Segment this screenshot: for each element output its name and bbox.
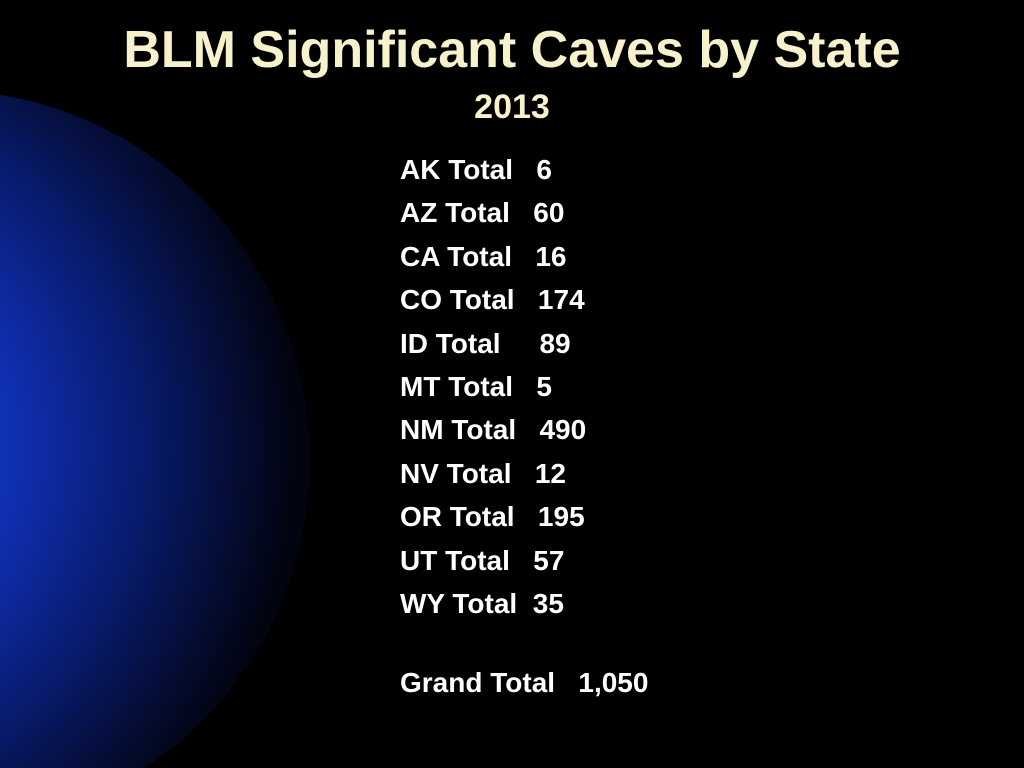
slide-title: BLM Significant Caves by State — [0, 20, 1024, 80]
state-row-co: CO Total 174 — [400, 278, 648, 321]
state-row-nm: NM Total 490 — [400, 408, 648, 451]
state-row-wy: WY Total 35 — [400, 582, 648, 625]
state-row-nv: NV Total 12 — [400, 452, 648, 495]
state-row-or: OR Total 195 — [400, 495, 648, 538]
slide-subtitle-year: 2013 — [0, 88, 1024, 127]
slide: BLM Significant Caves by State 2013 AK T… — [0, 0, 1024, 768]
grand-total-row: Grand Total 1,050 — [400, 661, 648, 704]
state-row-mt: MT Total 5 — [400, 365, 648, 408]
state-row-id: ID Total 89 — [400, 322, 648, 365]
state-row-az: AZ Total 60 — [400, 191, 648, 234]
state-row-ut: UT Total 57 — [400, 539, 648, 582]
state-totals-list: AK Total 6 AZ Total 60 CA Total 16 CO To… — [400, 148, 648, 705]
state-row-ak: AK Total 6 — [400, 148, 648, 191]
state-row-ca: CA Total 16 — [400, 235, 648, 278]
background-sphere — [0, 90, 310, 768]
